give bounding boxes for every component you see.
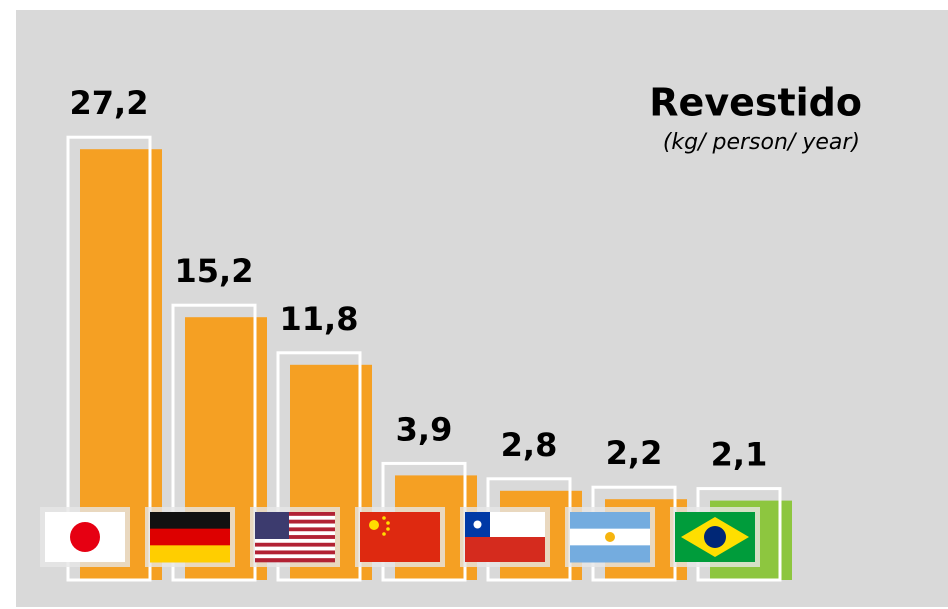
value-label: 11,8 xyxy=(280,300,359,338)
bar-outline xyxy=(171,303,257,582)
flag-canton xyxy=(255,512,289,539)
bar-outline xyxy=(276,351,362,582)
flag-stripe xyxy=(150,528,230,546)
flag-stripe xyxy=(255,519,335,524)
flag xyxy=(670,507,760,567)
value-label: 27,2 xyxy=(70,84,149,122)
flag xyxy=(565,507,655,567)
value-label: 2,8 xyxy=(501,426,558,464)
flag-stripe xyxy=(255,527,335,532)
value-label: 3,9 xyxy=(396,410,453,448)
flag-stripe xyxy=(255,531,335,536)
flag-star xyxy=(382,516,386,520)
flag-stripe xyxy=(255,523,335,528)
flag-stripe xyxy=(255,515,335,520)
flag-stripe xyxy=(570,545,650,563)
bar-outline xyxy=(66,135,152,582)
flag xyxy=(40,507,130,567)
flag-stripe xyxy=(255,550,335,555)
flag-sun xyxy=(605,532,615,542)
value-label: 2,2 xyxy=(606,434,663,472)
flag-stripe xyxy=(570,512,650,530)
flag-stripe xyxy=(255,542,335,547)
flag-stripe xyxy=(255,538,335,544)
value-label: 2,1 xyxy=(711,436,768,474)
chart-title: Revestido xyxy=(649,81,862,125)
flag-field xyxy=(465,537,545,562)
flag-stripe xyxy=(255,512,335,517)
value-label: 15,2 xyxy=(175,252,254,290)
flag-star xyxy=(369,520,379,530)
flag-stripe xyxy=(255,554,335,559)
flag-star xyxy=(473,520,482,529)
flag-stripe xyxy=(255,558,335,563)
flag-star xyxy=(386,521,390,525)
flag xyxy=(460,507,550,567)
flag-disc xyxy=(70,522,100,552)
flag-globe xyxy=(704,526,726,548)
chart-subtitle: (kg/ person/ year) xyxy=(663,130,860,155)
flag-stripe xyxy=(255,535,335,540)
flag xyxy=(355,507,445,567)
flag-stripe xyxy=(255,546,335,551)
flag xyxy=(145,507,235,567)
flag xyxy=(250,507,340,567)
flag-field xyxy=(360,512,440,562)
flag-star xyxy=(382,532,386,536)
flag-stripe xyxy=(150,512,230,530)
flag-stripe xyxy=(150,545,230,563)
flag-star xyxy=(386,527,390,531)
